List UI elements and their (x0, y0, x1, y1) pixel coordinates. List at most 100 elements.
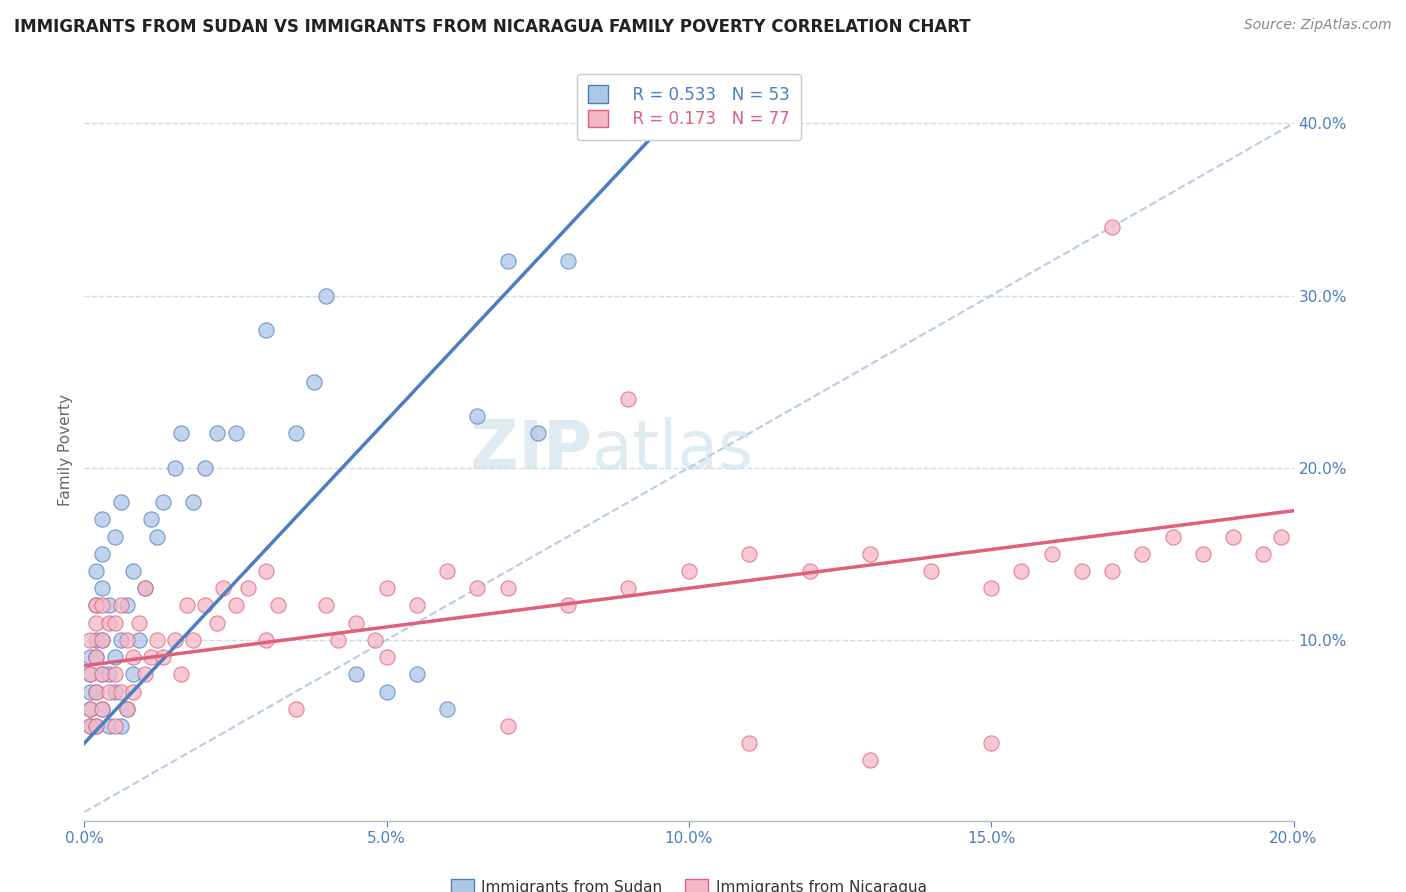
Point (79, 684, 101, 698)
Point (91, 599, 114, 613)
Point (1253, 547, 1275, 561)
Point (115, 702, 138, 716)
Point (406, 599, 429, 613)
Point (617, 581, 640, 595)
Point (115, 599, 138, 613)
Point (170, 667, 193, 681)
Point (436, 564, 458, 578)
Point (110, 684, 132, 698)
Point (121, 667, 143, 681)
Point (79, 667, 101, 681)
Point (86, 599, 108, 613)
Point (86, 650, 108, 665)
Point (104, 530, 127, 544)
Point (152, 495, 174, 509)
Point (86, 564, 108, 578)
Point (86, 719, 108, 733)
Point (79, 702, 101, 716)
Point (86, 615, 108, 630)
Point (207, 615, 229, 630)
Point (86, 719, 108, 733)
Point (139, 650, 162, 665)
Point (254, 323, 277, 337)
Point (557, 254, 579, 268)
Point (134, 667, 156, 681)
Point (97, 684, 120, 698)
Point (980, 581, 1002, 595)
Point (104, 719, 127, 733)
Point (91, 581, 114, 595)
Point (346, 615, 368, 630)
Point (1101, 219, 1123, 234)
Point (91, 667, 114, 681)
Point (406, 667, 429, 681)
Point (254, 564, 277, 578)
Point (678, 564, 700, 578)
Point (1011, 564, 1033, 578)
Text: Source: ZipAtlas.com: Source: ZipAtlas.com (1244, 18, 1392, 32)
Point (285, 426, 308, 441)
Point (104, 684, 127, 698)
Point (980, 736, 1002, 750)
Point (181, 495, 204, 509)
Point (91, 702, 114, 716)
Point (134, 581, 156, 595)
Text: ZIP: ZIP (470, 417, 592, 483)
Point (139, 512, 162, 526)
Point (194, 599, 217, 613)
Point (176, 599, 198, 613)
Point (121, 564, 143, 578)
Point (207, 426, 229, 441)
Point (738, 547, 761, 561)
Point (617, 392, 640, 406)
Point (115, 632, 138, 647)
Text: IMMIGRANTS FROM SUDAN VS IMMIGRANTS FROM NICARAGUA FAMILY POVERTY CORRELATION CH: IMMIGRANTS FROM SUDAN VS IMMIGRANTS FROM… (14, 18, 970, 36)
Point (79, 719, 101, 733)
Point (110, 632, 132, 647)
Point (86, 632, 108, 647)
Point (859, 547, 882, 561)
Point (285, 702, 308, 716)
Point (79, 667, 101, 681)
Point (97, 719, 120, 733)
Point (194, 460, 217, 475)
Point (436, 702, 458, 716)
Point (1161, 530, 1184, 544)
Point (375, 684, 398, 698)
Point (254, 632, 277, 647)
Point (79, 719, 101, 733)
Point (1130, 547, 1153, 561)
Point (121, 650, 143, 665)
Point (1040, 547, 1063, 561)
Point (97, 667, 120, 681)
Point (225, 426, 247, 441)
Point (225, 599, 247, 613)
Legend: Immigrants from Sudan, Immigrants from Nicaragua: Immigrants from Sudan, Immigrants from N… (444, 872, 934, 892)
Point (1071, 564, 1094, 578)
Point (1101, 564, 1123, 578)
Point (104, 650, 127, 665)
Point (110, 719, 132, 733)
Point (97, 615, 120, 630)
Point (86, 599, 108, 613)
Point (181, 632, 204, 647)
Point (86, 684, 108, 698)
Point (104, 615, 127, 630)
Point (115, 702, 138, 716)
Point (1192, 547, 1215, 561)
Point (146, 632, 169, 647)
Point (496, 719, 519, 733)
Point (1222, 530, 1244, 544)
Point (91, 632, 114, 647)
Point (146, 530, 169, 544)
Point (328, 632, 350, 647)
Point (79, 702, 101, 716)
Point (375, 581, 398, 595)
Point (212, 581, 235, 595)
Point (91, 547, 114, 561)
Point (170, 426, 193, 441)
Point (859, 753, 882, 767)
Point (86, 684, 108, 698)
Point (121, 684, 143, 698)
Point (236, 581, 259, 595)
